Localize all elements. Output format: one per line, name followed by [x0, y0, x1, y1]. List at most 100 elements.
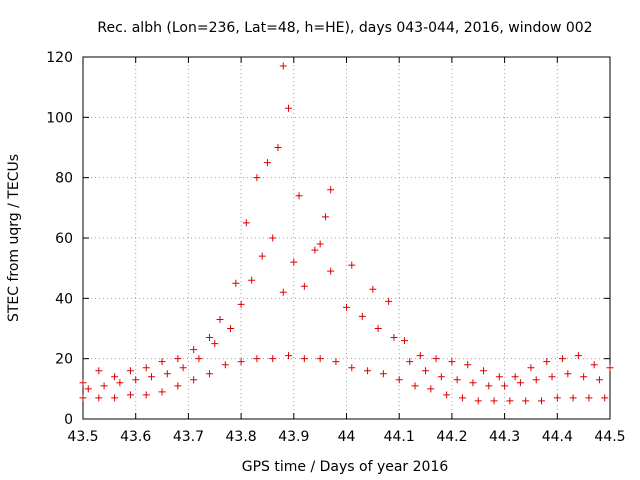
y-tick-labels: 0 20 40 60 80 100 120 [46, 50, 73, 428]
data-point [416, 352, 424, 360]
data-point [205, 370, 213, 378]
grid [83, 57, 610, 419]
data-point [126, 367, 134, 375]
data-point [237, 358, 245, 366]
data-point [84, 385, 92, 393]
data-point [227, 325, 235, 332]
data-point [190, 376, 198, 384]
data-point [263, 159, 271, 167]
data-point [253, 355, 261, 363]
data-point [590, 361, 598, 369]
data-point [527, 364, 535, 372]
data-point [564, 370, 572, 378]
data-point [285, 104, 293, 112]
data-point [95, 394, 103, 402]
data-point [469, 379, 477, 387]
data-point [364, 367, 372, 375]
data-point [543, 358, 551, 366]
y-tick-label: 120 [46, 50, 73, 66]
data-point [126, 391, 134, 399]
y-tick-label: 0 [64, 412, 73, 428]
data-point [248, 276, 256, 284]
data-point [158, 388, 166, 396]
data-point [300, 282, 308, 290]
series-1 [84, 234, 603, 393]
data-point [321, 213, 329, 221]
x-tick-label: 44 [338, 429, 356, 445]
x-tick-label: 44.3 [489, 429, 520, 445]
data-point [574, 352, 582, 360]
data-point [369, 285, 377, 293]
data-point [116, 379, 124, 387]
data-point [374, 325, 382, 332]
x-tick-label: 43.6 [120, 429, 151, 445]
data-point [411, 382, 419, 390]
data-point [495, 373, 503, 381]
x-tick-label: 43.8 [226, 429, 257, 445]
data-point [253, 174, 261, 182]
x-tick-label: 43.7 [173, 429, 204, 445]
data-point [553, 394, 561, 402]
data-point [190, 346, 198, 354]
axis-ticks [82, 56, 611, 420]
data-point [406, 358, 414, 366]
data-point [221, 361, 229, 369]
data-point [443, 391, 451, 399]
x-tick-label: 44.4 [542, 429, 573, 445]
x-tick-label: 44.2 [436, 429, 467, 445]
data-point [522, 397, 530, 405]
data-point [453, 376, 461, 384]
data-point [285, 352, 293, 360]
data-point [95, 367, 103, 375]
data-point [163, 370, 171, 378]
data-point [216, 315, 224, 323]
data-point [179, 364, 187, 372]
x-axis-label: GPS time / Days of year 2016 [242, 459, 449, 475]
data-point [585, 394, 593, 402]
data-point [158, 358, 166, 366]
data-point [79, 379, 87, 387]
data-point [501, 382, 509, 390]
data-point [211, 340, 219, 348]
data-point [232, 279, 240, 287]
data-point [269, 234, 277, 242]
data-point [343, 303, 350, 311]
data-point [348, 364, 356, 372]
y-tick-label: 100 [46, 110, 73, 126]
data-point [195, 355, 203, 363]
data-point [395, 376, 403, 384]
data-point [379, 370, 387, 378]
data-point [279, 288, 287, 296]
y-tick-label: 80 [55, 171, 73, 187]
data-point [274, 144, 282, 151]
data-point [358, 312, 366, 320]
y-tick-label: 60 [55, 231, 73, 247]
data-point [348, 261, 356, 269]
data-point [327, 267, 335, 275]
data-point [111, 394, 119, 402]
data-point [132, 376, 140, 384]
data-point [237, 300, 245, 308]
x-tick-labels: 43.5 43.6 43.7 43.8 43.9 44 44.1 44.2 44.3 44.4 44… [67, 429, 625, 445]
data-point [595, 376, 603, 384]
data-point [400, 337, 408, 345]
data-point [532, 376, 540, 384]
data-point [174, 355, 182, 363]
data-point [111, 373, 119, 381]
data-point [506, 397, 514, 405]
data-point [422, 367, 430, 375]
data-marks [79, 62, 614, 405]
series-0 [79, 62, 614, 387]
data-point [537, 397, 545, 405]
data-point [327, 186, 335, 194]
data-point [480, 367, 488, 375]
data-point [311, 246, 319, 254]
data-point [559, 355, 567, 363]
data-point [269, 355, 277, 363]
series-2 [79, 352, 609, 405]
data-point [142, 391, 150, 399]
data-point [290, 258, 298, 266]
data-point [174, 382, 182, 390]
data-point [427, 385, 435, 393]
x-tick-label: 43.5 [67, 429, 98, 445]
